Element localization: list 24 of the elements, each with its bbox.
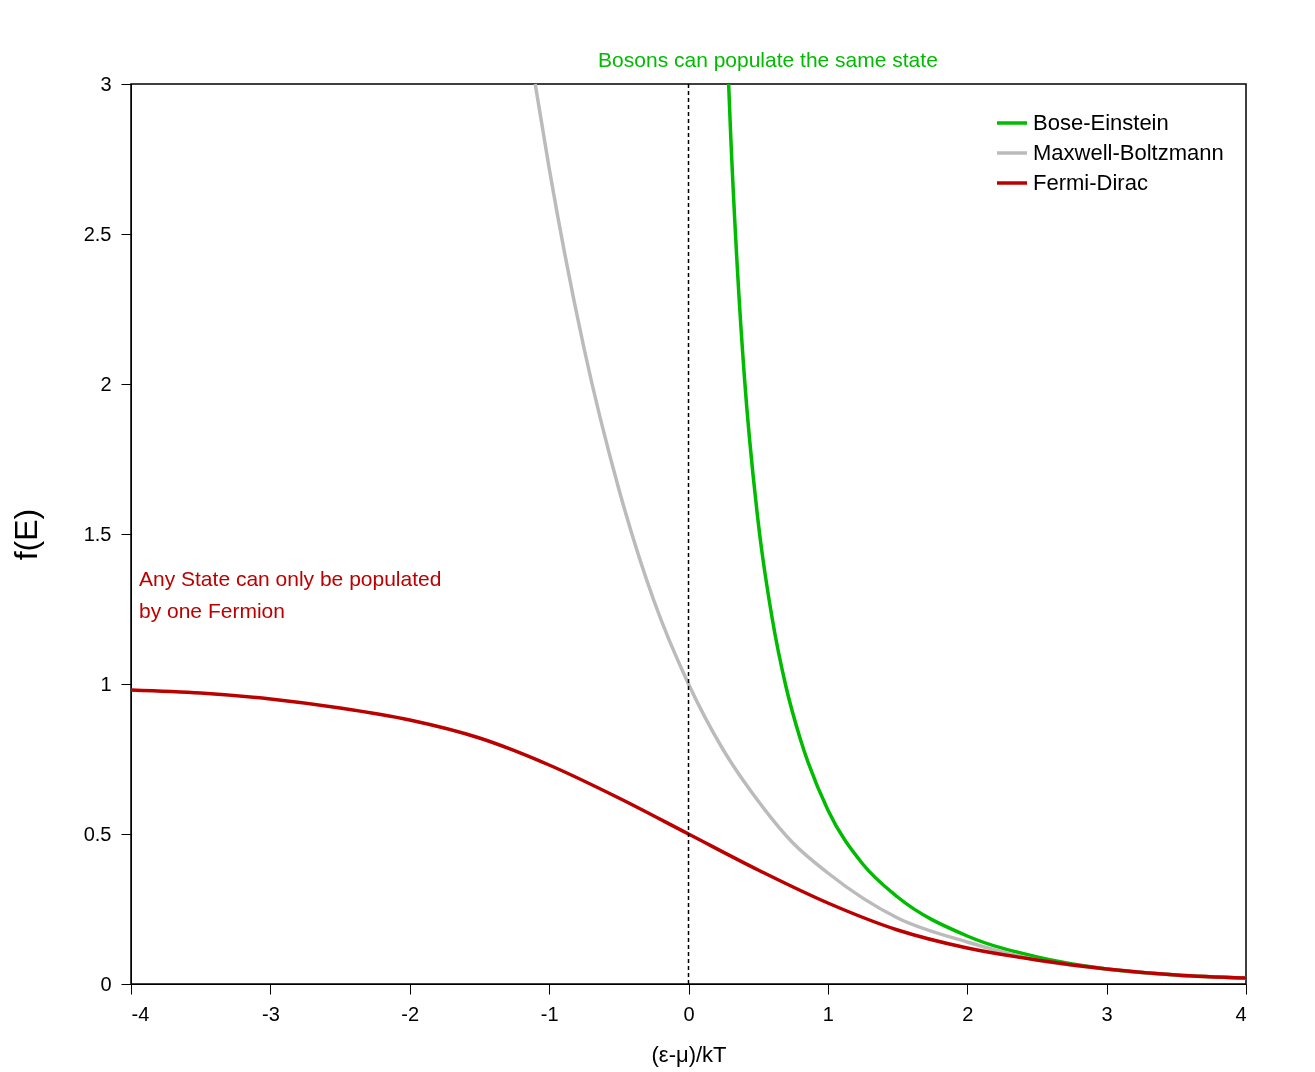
y-tick-label: 2 bbox=[100, 372, 112, 395]
x-tick-label: -3 bbox=[261, 1002, 280, 1025]
x-tick-label: 2 bbox=[962, 1002, 974, 1025]
x-axis-title: (ε-μ)/kT bbox=[651, 1041, 727, 1067]
x-tick-label: -2 bbox=[401, 1002, 420, 1025]
x-tick-label: -4 bbox=[131, 1002, 150, 1025]
y-tick-label: 2.5 bbox=[83, 222, 112, 245]
y-tick-label: 0.5 bbox=[83, 822, 112, 845]
annotation: Any State can only be populated by one Fermion bbox=[139, 567, 442, 622]
x-tick-label: 1 bbox=[822, 1002, 834, 1025]
legend-label: Bose-Einstein bbox=[1033, 110, 1169, 135]
x-tick-label: 0 bbox=[683, 1002, 695, 1025]
y-tick-label: 3 bbox=[100, 72, 112, 95]
y-axis-title: f(E) bbox=[7, 508, 44, 561]
x-tick-label: 4 bbox=[1235, 1002, 1247, 1025]
y-tick-label: 0 bbox=[100, 972, 112, 995]
line-series bbox=[129, 688, 1248, 980]
legend-label: Maxwell-Boltzmann bbox=[1033, 140, 1224, 165]
y-tick-label: 1.5 bbox=[83, 522, 112, 545]
legend-label: Fermi-Dirac bbox=[1033, 170, 1148, 195]
y-tick-label: 1 bbox=[100, 672, 112, 695]
text: Bosons can populate the same state bbox=[598, 48, 938, 71]
x-tick-label: 3 bbox=[1101, 1002, 1113, 1025]
x-tick-label: -1 bbox=[540, 1002, 559, 1025]
